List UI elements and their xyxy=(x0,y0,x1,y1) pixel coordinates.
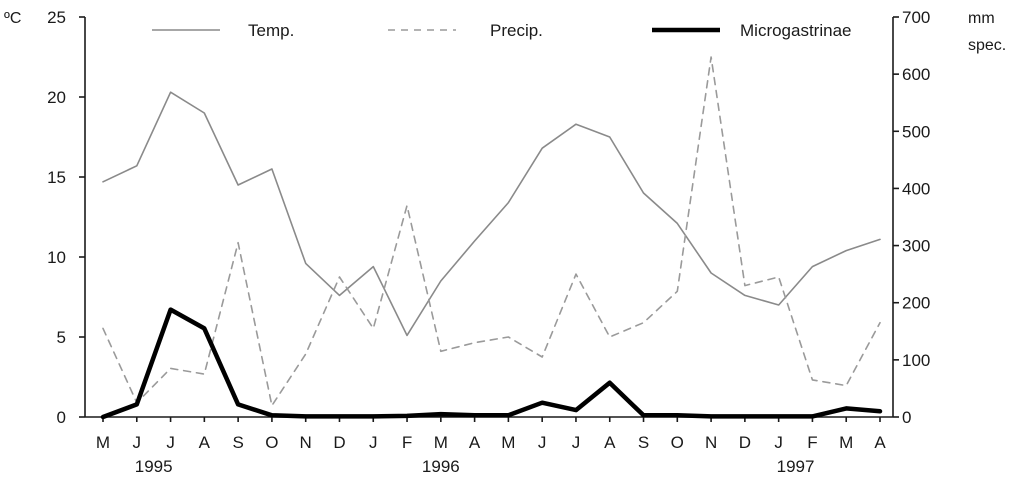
x-axis-month-label: M xyxy=(96,433,110,452)
x-axis-month-label: A xyxy=(199,433,211,452)
x-axis-month-label: O xyxy=(265,433,278,452)
series-line-microgastrinae xyxy=(100,307,883,420)
x-axis-month-label: A xyxy=(604,433,616,452)
axes: 0 5 10 15 20 25 0 100 200 300 400 500 600 700 ºC mm spec… xyxy=(4,8,1006,476)
x-axis-month-label: O xyxy=(671,433,684,452)
x-axis-month-label: J xyxy=(133,433,142,452)
x-axis-month-label: J xyxy=(166,433,175,452)
series-lines xyxy=(100,56,883,420)
x-axis-month-label: A xyxy=(469,433,481,452)
right-axis-unit-mm: mm xyxy=(968,10,995,27)
x-axis-month-label: N xyxy=(705,433,717,452)
legend-label-microgastrinae: Microgastrinae xyxy=(740,21,852,40)
right-axis-unit-spec: spec. xyxy=(968,37,1006,54)
legend-label-temp: Temp. xyxy=(248,21,294,40)
x-axis-month-label: J xyxy=(538,433,547,452)
x-axis-month-label: N xyxy=(300,433,312,452)
right-axis-tick-label: 600 xyxy=(902,65,930,84)
x-axis-month-label: J xyxy=(774,433,783,452)
x-axis-year-label: 1995 xyxy=(135,457,173,476)
right-axis-tick-label: 700 xyxy=(902,8,930,27)
x-axis-month-label: J xyxy=(572,433,581,452)
x-axis-month-label: D xyxy=(333,433,345,452)
x-axis-month-label: M xyxy=(501,433,515,452)
x-axis-year-label: 1997 xyxy=(777,457,815,476)
x-axis-month-label: J xyxy=(369,433,378,452)
right-axis-tick-label: 300 xyxy=(902,237,930,256)
right-axis-tick-label: 500 xyxy=(902,122,930,141)
series-line-temp xyxy=(102,91,881,337)
x-axis-month-label: S xyxy=(638,433,649,452)
x-axis-month-label: M xyxy=(839,433,853,452)
x-axis-month-label: M xyxy=(434,433,448,452)
right-axis-tick-label: 400 xyxy=(902,179,930,198)
legend: Temp. Precip. Microgastrinae xyxy=(152,21,852,40)
x-axis-month-label: A xyxy=(874,433,886,452)
x-axis-month-label: F xyxy=(807,433,817,452)
right-axis-tick-label: 100 xyxy=(902,351,930,370)
left-axis-tick-label: 5 xyxy=(57,328,66,347)
x-axis-month-label: D xyxy=(739,433,751,452)
left-axis-unit: ºC xyxy=(4,10,21,27)
left-axis-tick-label: 20 xyxy=(47,88,66,107)
x-axis-month-label: F xyxy=(402,433,412,452)
right-axis-tick-label: 0 xyxy=(902,408,911,427)
right-axis-tick-label: 200 xyxy=(902,294,930,313)
x-axis-month-label: S xyxy=(232,433,243,452)
left-axis-tick-label: 15 xyxy=(47,168,66,187)
series-line-precip xyxy=(102,56,881,407)
legend-label-precip: Precip. xyxy=(490,21,543,40)
left-axis-tick-label: 0 xyxy=(57,408,66,427)
left-axis-tick-label: 10 xyxy=(47,248,66,267)
left-axis-tick-label: 25 xyxy=(47,8,66,27)
x-axis-year-label: 1996 xyxy=(422,457,460,476)
